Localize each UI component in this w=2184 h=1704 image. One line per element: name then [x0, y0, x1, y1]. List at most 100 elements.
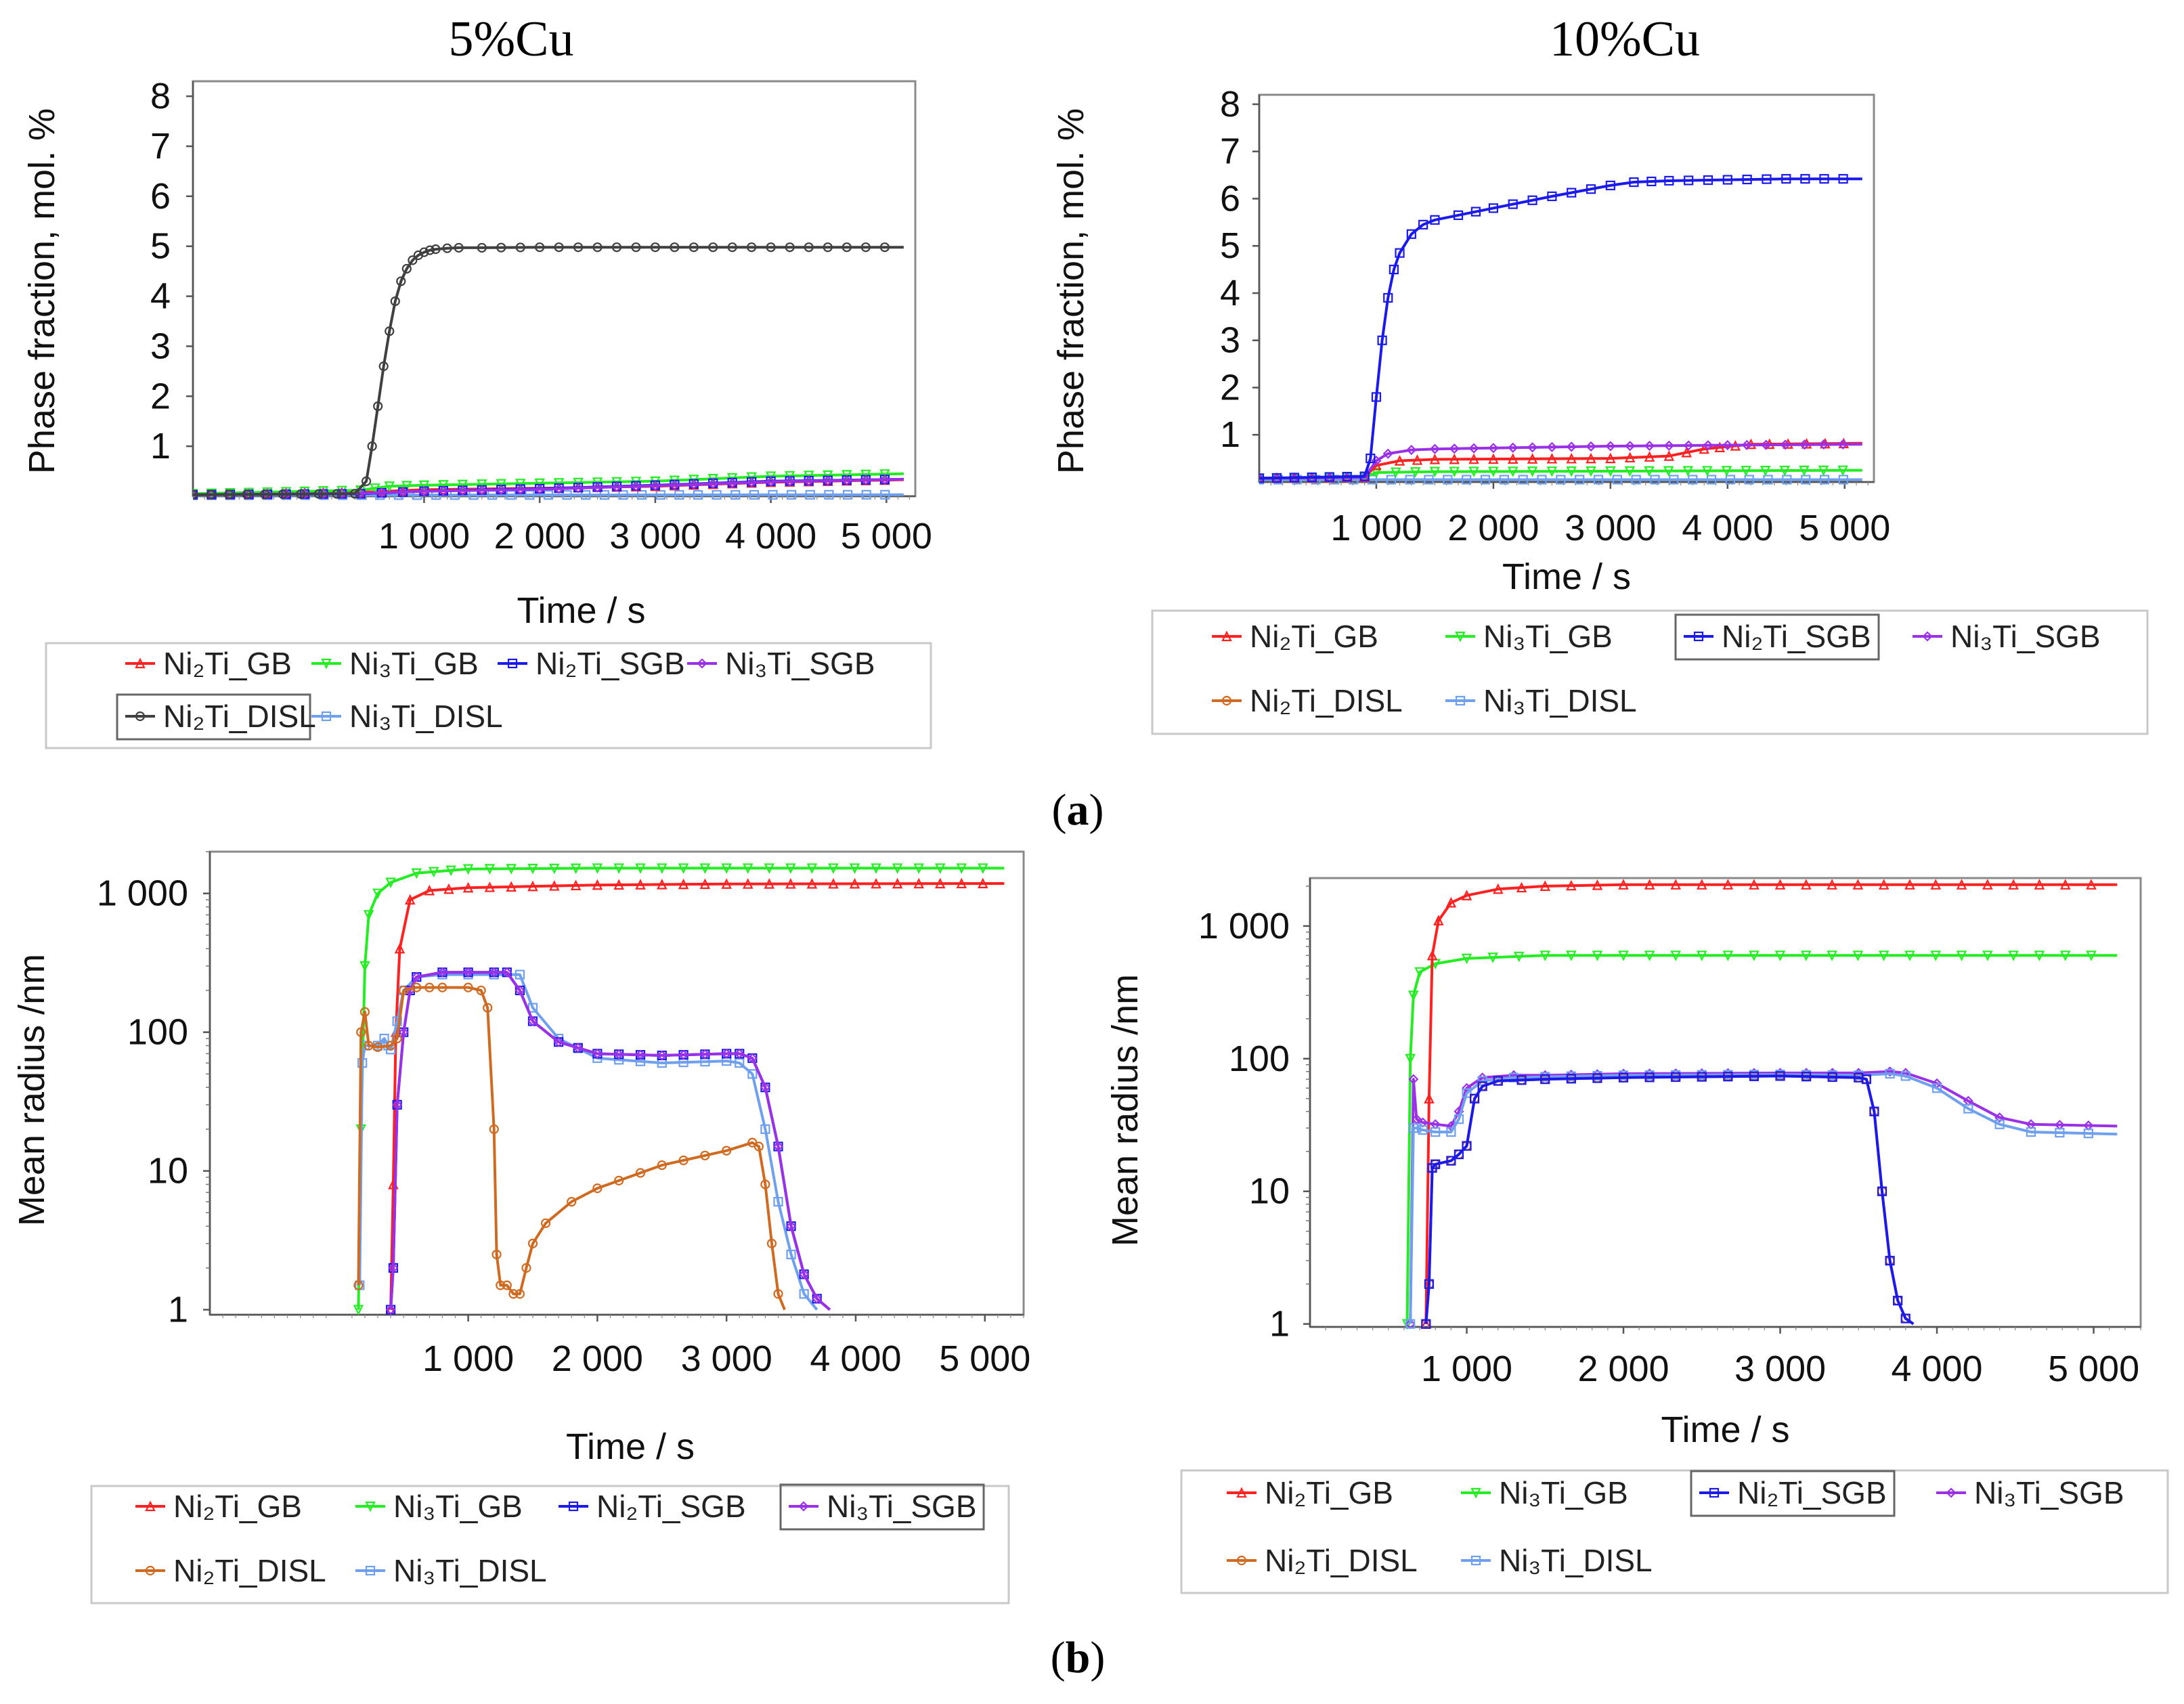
- marker-ni3ti-disl: [1963, 1104, 1973, 1114]
- marker-ni3ti-disl: [655, 489, 665, 500]
- marker-ni3ti-gb: [1801, 951, 1812, 961]
- marker-ni3ti-sgb: [1546, 441, 1557, 452]
- marker-ni2ti-sgb: [1566, 1074, 1576, 1084]
- marker-ni2ti-gb: [934, 877, 946, 889]
- y-tick-label: 6: [1220, 178, 1240, 219]
- marker-ni2ti-sgb: [1359, 471, 1370, 481]
- marker-ni3ti-gb: [515, 479, 526, 489]
- marker-ni2ti-disl: [657, 1160, 667, 1171]
- marker-ni2ti-disl: [521, 1263, 531, 1273]
- marker-ni3ti-disl: [735, 1058, 745, 1068]
- marker-ni3ti-gb: [1702, 466, 1713, 477]
- marker-ni3ti-disl: [1405, 1319, 1416, 1329]
- marker-ni3ti-sgb: [678, 1049, 689, 1060]
- chart-mean-radius-5cu: 1 10 100 1 000 1 000 2 000 3 000 4 000 5 000 Time…: [12, 850, 1030, 1604]
- marker-ni2ti-gb: [1493, 883, 1504, 894]
- marker-ni3ti-gb: [1644, 466, 1655, 477]
- marker-ni2ti-sgb: [1819, 174, 1829, 184]
- marker-ni3ti-sgb: [573, 1043, 584, 1053]
- marker-ni3ti-sgb: [376, 487, 387, 498]
- marker-ni3ti-sgb: [747, 1053, 758, 1064]
- y-tick-label: 8: [150, 76, 171, 116]
- marker-ni3ti-disl: [2026, 1127, 2036, 1137]
- marker-ni2ti-disl: [385, 326, 395, 336]
- marker-ni2ti-disl: [399, 985, 409, 996]
- marker-ni2ti-sgb: [1586, 184, 1596, 194]
- marker-ni2ti-sgb: [1827, 1072, 1837, 1083]
- marker-ni3ti-sgb: [515, 985, 525, 996]
- marker-ni3ti-sgb: [573, 483, 584, 494]
- marker-ni2ti-disl: [145, 1565, 156, 1576]
- marker-ni2ti-sgb: [1383, 292, 1393, 303]
- marker-ni3ti-disl: [730, 489, 741, 500]
- marker-ni2ti-gb: [1461, 890, 1472, 900]
- legend-label-ni3ti-sgb: Ni₃Ti_SGB: [827, 1489, 977, 1524]
- marker-ni3ti-sgb: [392, 1099, 403, 1110]
- marker-ni3ti-disl: [1801, 475, 1811, 485]
- marker-ni3ti-disl: [1631, 475, 1641, 485]
- marker-ni2ti-gb: [135, 657, 146, 669]
- marker-ni3ti-sgb: [823, 475, 833, 486]
- marker-ni3ti-gb: [2086, 951, 2097, 961]
- marker-ni2ti-gb: [404, 894, 416, 905]
- marker-ni2ti-disl: [477, 242, 487, 253]
- marker-ni2ti-disl: [442, 243, 452, 253]
- marker-ni3ti-gb: [1513, 951, 1525, 963]
- marker-ni3ti-sgb: [785, 476, 795, 487]
- marker-ni2ti-disl: [454, 242, 464, 253]
- marker-ni3ti-disl: [1454, 1114, 1464, 1124]
- legend-label-ni3ti-sgb: Ni₃Ti_SGB: [1950, 619, 2101, 654]
- marker-ni3ti-gb: [1799, 465, 1810, 477]
- marker-ni3ti-gb: [1371, 467, 1382, 479]
- marker-ni2ti-gb: [1546, 453, 1558, 464]
- x-tick-label: 3 000: [681, 1338, 772, 1379]
- marker-ni2ti-disl: [424, 245, 435, 255]
- marker-ni3ti-disl: [824, 489, 834, 500]
- marker-ni3ti-sgb: [534, 484, 545, 495]
- marker-ni2ti-sgb: [1893, 1296, 1903, 1306]
- marker-ni3ti-gb: [1410, 467, 1421, 478]
- marker-ni2ti-gb: [2059, 879, 2071, 890]
- marker-ni2ti-disl: [496, 1280, 506, 1290]
- marker-ni3ti-sgb: [650, 480, 661, 491]
- marker-ni2ti-disl: [515, 1289, 525, 1299]
- marker-ni3ti-gb: [1749, 951, 1760, 961]
- marker-ni2ti-disl: [508, 1289, 519, 1299]
- marker-ni3ti-gb: [573, 477, 584, 489]
- legend-label-ni3ti-gb: Ni₃Ti_GB: [393, 1489, 523, 1524]
- marker-ni2ti-sgb: [1775, 1071, 1785, 1081]
- marker-ni2ti-disl: [678, 1155, 689, 1166]
- marker-ni3ti-sgb: [385, 1305, 396, 1315]
- marker-ni3ti-disl: [637, 489, 647, 500]
- marker-ni3ti-gb: [1827, 951, 1837, 961]
- legend-frame: [90, 1485, 1010, 1604]
- marker-ni2ti-disl: [419, 247, 429, 257]
- legend-label-ni2ti-disl: Ni₂Ti_DISL: [1250, 683, 1403, 718]
- marker-ni2ti-sgb: [1877, 1186, 1887, 1196]
- legend-label-ni2ti-gb: Ni₂Ti_GB: [163, 646, 292, 681]
- marker-ni3ti-sgb: [879, 474, 890, 485]
- marker-ni3ti-sgb: [554, 483, 565, 494]
- marker-ni3ti-disl: [1650, 475, 1660, 485]
- marker-ni2ti-gb: [892, 877, 903, 889]
- marker-ni2ti-gb: [549, 880, 560, 891]
- marker-ni2ti-gb: [785, 878, 796, 889]
- marker-ni2ti-gb: [2034, 879, 2045, 890]
- marker-ni2ti-gb: [1827, 879, 1837, 890]
- y-tick-label: 100: [127, 1012, 188, 1053]
- series-group: [1401, 879, 2118, 1330]
- marker-ni3ti-disl: [357, 1058, 368, 1068]
- marker-ni3ti-disl: [1499, 475, 1509, 485]
- marker-ni2ti-sgb: [507, 658, 518, 669]
- x-tick-label: 5 000: [1799, 508, 1890, 548]
- marker-ni3ti-disl: [768, 489, 778, 500]
- marker-ni3ti-gb: [978, 863, 988, 874]
- marker-ni2ti-disl: [353, 1280, 364, 1290]
- y-tick-label: 6: [150, 176, 171, 217]
- series-line-ni3ti-sgb: [389, 971, 831, 1311]
- legend-label-ni2ti-disl: Ni₂Ti_DISL: [1265, 1543, 1418, 1578]
- series-line-ni2ti-gb: [1259, 441, 1862, 480]
- marker-ni2ti-sgb: [1749, 1071, 1760, 1081]
- marker-ni3ti-gb: [477, 479, 487, 490]
- y-tick-label: 1: [1220, 414, 1240, 455]
